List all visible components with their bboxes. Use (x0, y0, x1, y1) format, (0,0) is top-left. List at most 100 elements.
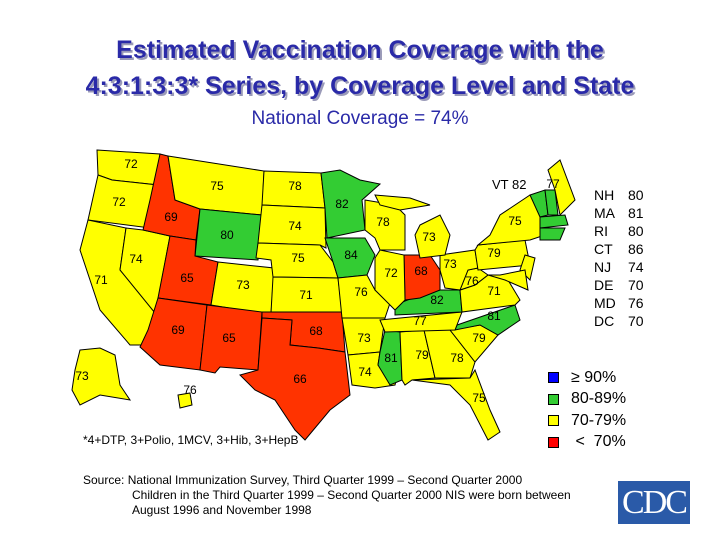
state-value-label: 71 (299, 288, 313, 302)
state-ma (539, 214, 569, 229)
small-state-row: NJ 74 (594, 259, 644, 277)
state-value-label: 73 (443, 257, 457, 271)
state-value-label: 77 (413, 314, 427, 328)
state-value-label: 82 (430, 293, 444, 307)
state-value: 74 (628, 259, 644, 275)
state-nh (544, 189, 559, 216)
legend-item: 70-79% (548, 410, 626, 432)
small-state-row: MD 76 (594, 295, 644, 313)
legend-label: < 70% (571, 433, 626, 451)
state-value-label: 82 (335, 197, 349, 211)
cdc-logo: CDC (618, 481, 690, 524)
state-value-label: 71 (487, 284, 501, 298)
state-value: 70 (628, 277, 644, 293)
legend-swatch (548, 393, 559, 405)
state-abbr: NJ (594, 259, 612, 275)
state-value-label: 68 (414, 264, 428, 278)
state-abbr: NH (594, 187, 615, 203)
state-value-label: 81 (487, 309, 501, 323)
state-value-label: 75 (508, 214, 522, 228)
legend-label: 80-89% (571, 390, 627, 408)
subtitle: National Coverage = 74% (251, 108, 469, 129)
state-hi (177, 392, 193, 409)
state-value-label: 84 (344, 248, 358, 262)
small-state-row: DC 70 (594, 313, 644, 331)
state-abbr: DC (594, 313, 615, 329)
small-state-row: RI 80 (594, 223, 644, 241)
state-value-label: 65 (222, 331, 236, 345)
state-value: 86 (628, 241, 644, 257)
state-md (487, 269, 529, 291)
footnote: *4+DTP, 3+Polio, 1MCV, 3+Hib, 3+HepB (83, 433, 299, 447)
state-value-label: 73 (75, 369, 89, 383)
small-states-table: NH 80 MA 81 RI 80 CT 86 NJ 74 DE 70 MD 76 DC 70 (594, 187, 644, 331)
state-ak (71, 347, 132, 406)
state-value: 80 (628, 223, 644, 239)
state-value-label: 79 (415, 348, 429, 362)
legend: ≥ 90% 80-89% 70-79% < 70% (548, 367, 626, 453)
state-value-label: 74 (288, 219, 302, 233)
source-line: Children in the Third Quarter 1999 – Sec… (132, 488, 571, 502)
state-abbr: MA (594, 205, 615, 221)
state-value-label: 69 (171, 323, 185, 337)
state-fl (411, 368, 501, 441)
state-value-label: 78 (288, 179, 302, 193)
state-value-label: 80 (220, 228, 234, 242)
state-value-label: 77 (546, 177, 560, 191)
state-tx (239, 317, 351, 441)
legend-label: ≥ 90% (571, 368, 617, 386)
legend-swatch (548, 372, 559, 384)
state-value-label: 72 (384, 266, 398, 280)
legend-swatch (548, 415, 559, 427)
state-abbr: DE (594, 277, 614, 293)
state-value-label: 73 (236, 278, 250, 292)
small-state-row: DE 70 (594, 277, 644, 295)
legend-item: ≥ 90% (548, 367, 626, 389)
state-value-label: 81 (384, 351, 398, 365)
state-value-label: 78 (376, 215, 390, 229)
source-line: Source: National Immunization Survey, Th… (83, 473, 523, 487)
state-abbr: MD (594, 295, 616, 311)
state-abbr: CT (594, 241, 613, 257)
vt-label: VT 82 (492, 177, 526, 192)
state-value-label: 75 (472, 391, 486, 405)
small-state-row: CT 86 (594, 241, 644, 259)
legend-swatch (548, 436, 559, 448)
state-value-label: 71 (94, 273, 108, 287)
state-tn (379, 311, 463, 333)
state-mi (414, 214, 451, 259)
state-value-label: 74 (129, 252, 143, 266)
state-value-label: 75 (291, 251, 305, 265)
state-il (374, 249, 406, 311)
state-value-label: 72 (124, 157, 138, 171)
state-value-label: 68 (309, 324, 323, 338)
state-value-label: 78 (450, 351, 464, 365)
title-line-1: Estimated Vaccination Coverage with the (116, 36, 604, 64)
legend-item: < 70% (548, 432, 626, 454)
state-value-label: 75 (210, 179, 224, 193)
state-value: 70 (628, 313, 644, 329)
state-value-label: 79 (487, 246, 501, 260)
state-value-label: 73 (422, 230, 436, 244)
state-mn (320, 169, 382, 239)
source-note: Source: National Immunization Survey, Th… (83, 473, 571, 518)
state-value-label: 73 (357, 331, 371, 345)
legend-label: 70-79% (571, 411, 627, 429)
state-up (374, 194, 431, 211)
source-line: August 1996 and November 1998 (132, 503, 312, 517)
legend-item: 80-89% (548, 389, 626, 411)
state-value-label: 76 (354, 285, 368, 299)
state-value-label: 76 (183, 383, 197, 397)
state-value: 80 (628, 187, 644, 203)
state-value: 81 (628, 205, 644, 221)
title-line-2: 4:3:1:3:3* Series, by Coverage Level and… (85, 72, 635, 100)
small-state-row: MA 81 (594, 205, 644, 223)
state-value-label: 66 (293, 372, 307, 386)
state-abbr: RI (594, 223, 608, 239)
state-ct (539, 227, 566, 241)
state-wy (194, 208, 263, 261)
state-sd (257, 204, 327, 249)
state-me (547, 159, 576, 217)
state-value-label: 65 (180, 271, 194, 285)
